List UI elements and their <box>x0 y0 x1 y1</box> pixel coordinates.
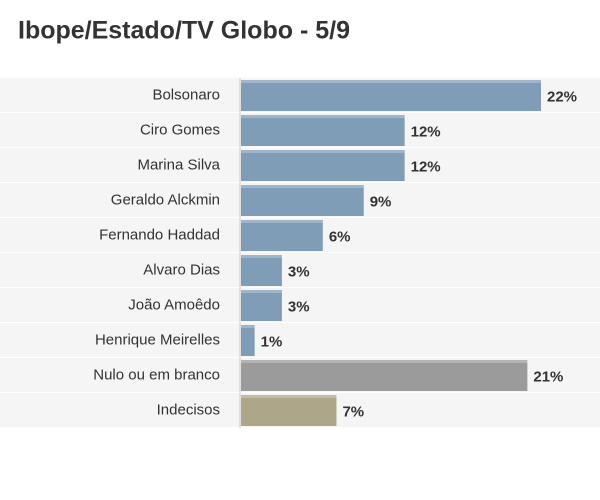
chart-title: Ibope/Estado/TV Globo - 5/9 <box>18 17 350 45</box>
bar-highlight <box>241 290 282 293</box>
bar-highlight <box>241 80 541 83</box>
category-label: Henrique Meirelles <box>95 331 220 348</box>
category-label: Alvaro Dias <box>143 261 220 278</box>
value-label: 9% <box>370 193 392 210</box>
category-label: Nulo ou em branco <box>93 366 220 383</box>
value-label: 6% <box>329 228 351 245</box>
bar <box>241 220 323 251</box>
bar-highlight <box>241 115 405 118</box>
bar <box>241 185 364 216</box>
value-label: 21% <box>533 368 563 385</box>
category-label: Marina Silva <box>137 156 220 173</box>
category-label: Indecisos <box>157 401 220 418</box>
value-label: 3% <box>288 263 310 280</box>
value-label: 12% <box>411 123 441 140</box>
value-label: 7% <box>342 403 364 420</box>
category-label: João Amoêdo <box>128 296 220 313</box>
value-label: 22% <box>547 88 577 105</box>
bar <box>241 255 282 286</box>
bar-highlight <box>241 360 528 363</box>
bar <box>241 80 541 111</box>
bar <box>241 325 255 356</box>
bar <box>241 360 528 391</box>
row-background <box>0 253 600 287</box>
bar-highlight <box>241 395 337 398</box>
value-label: 12% <box>411 158 441 175</box>
bar <box>241 290 282 321</box>
bar-highlight <box>241 255 282 258</box>
category-label: Fernando Haddad <box>99 226 220 243</box>
row-background <box>0 288 600 322</box>
bar <box>241 395 337 426</box>
value-label: 3% <box>288 298 310 315</box>
row-background <box>0 323 600 357</box>
category-label: Ciro Gomes <box>140 121 220 138</box>
bar-highlight <box>241 325 255 328</box>
category-label: Bolsonaro <box>152 86 220 103</box>
bar <box>241 115 405 146</box>
bar-highlight <box>241 220 323 223</box>
bar-highlight <box>241 150 405 153</box>
value-label: 1% <box>261 333 283 350</box>
bar <box>241 150 405 181</box>
bar-highlight <box>241 185 364 188</box>
category-label: Geraldo Alckmin <box>111 191 220 208</box>
